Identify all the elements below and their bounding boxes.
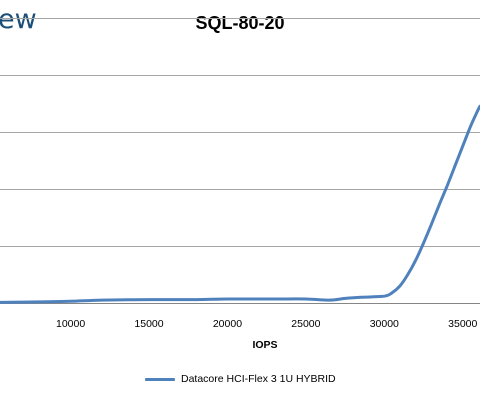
x-tick-label-25000: 25000: [291, 318, 320, 330]
x-tick-label-35000: 35000: [448, 318, 477, 330]
x-axis-title: IOPS: [252, 339, 277, 351]
x-tick-label-30000: 30000: [370, 318, 399, 330]
legend-swatch: [145, 377, 175, 381]
x-tick-labels: 10000 15000 20000 25000 30000 35000: [56, 318, 478, 330]
x-tick-label-20000: 20000: [213, 318, 242, 330]
legend: Datacore HCI-Flex 3 1U HYBRID: [145, 373, 336, 385]
brand-logo-text: ew: [0, 4, 37, 35]
gridlines: [0, 18, 480, 247]
series-line-datacore: [0, 104, 480, 304]
legend-label: Datacore HCI-Flex 3 1U HYBRID: [181, 373, 336, 385]
x-tick-label-15000: 15000: [134, 318, 163, 330]
x-tick-label-10000: 10000: [56, 318, 85, 330]
